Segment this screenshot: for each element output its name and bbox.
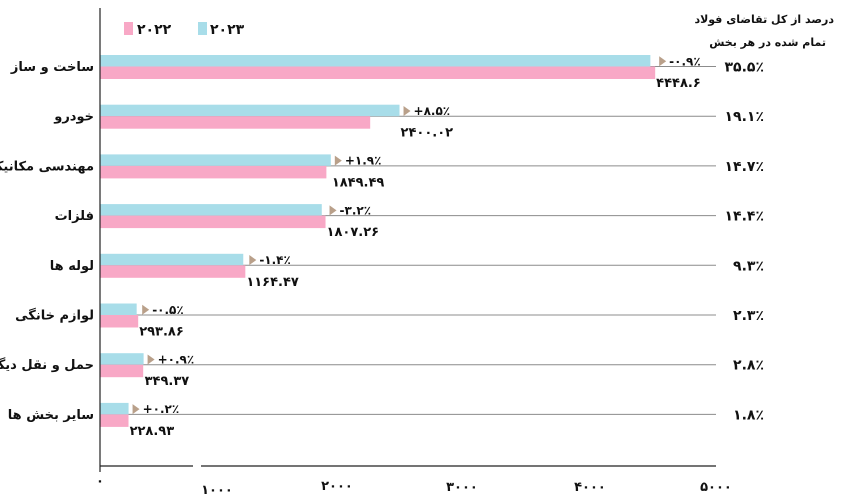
bar-2023 <box>100 402 129 415</box>
category-label: حمل و نقل دیگر <box>0 357 94 373</box>
change-label: +۰.۹٪ <box>158 352 195 366</box>
share-label: ۲.۳٪ <box>733 308 764 324</box>
bar-2023 <box>100 253 244 266</box>
bar-2022 <box>100 364 144 378</box>
category-label: مهندسی مکانیک <box>0 159 94 174</box>
bar-2022 <box>100 66 656 79</box>
bar-2022 <box>100 165 327 179</box>
value-label: ۴۴۴۸.۶ <box>656 76 701 91</box>
share-label: ۱.۸٪ <box>733 407 764 423</box>
category-label: لوازم خانگی <box>15 308 94 324</box>
value-label: ۱۸۴۹.۴۹ <box>332 175 385 190</box>
bar-2023 <box>100 55 651 67</box>
x-tick-label: ۴۰۰۰ <box>574 480 606 495</box>
change-marker-icon <box>132 404 140 415</box>
bar-2022 <box>100 116 371 129</box>
category-label: سایر بخش ها <box>8 408 94 423</box>
share-label: ۱۴.۴٪ <box>725 209 765 225</box>
value-label: ۲۲۸.۹۳ <box>130 424 175 439</box>
share-label: ۱۹.۱٪ <box>725 109 765 125</box>
share-header: درصد از کل تقاضای فولاد تمام شده در هر بخ… <box>694 13 834 49</box>
share-label: ۹.۳٪ <box>733 258 764 274</box>
share-label: ۱۴.۷٪ <box>725 159 765 175</box>
change-label: -۱.۴٪ <box>259 253 291 267</box>
change-label: +۱.۹٪ <box>345 154 382 168</box>
change-marker-icon <box>249 255 257 266</box>
bar-2022 <box>100 215 326 229</box>
x-tick-label: ۱۰۰۰ <box>201 483 233 498</box>
change-marker-icon <box>403 105 411 116</box>
category-label: فلزات <box>55 209 94 224</box>
x-tick-label: ۲۰۰۰ <box>321 479 353 494</box>
x-tick-label: ۵۰۰۰ <box>700 480 732 495</box>
change-label: +۸.۵٪ <box>414 104 451 118</box>
share-header-line-1: درصد از کل تقاضای فولاد <box>694 13 834 26</box>
bar-2023 <box>100 104 400 117</box>
value-label: ۳۴۹.۳۷ <box>145 374 190 389</box>
value-label: ۲۴۰۰.۰۲ <box>401 126 454 141</box>
bars-group <box>100 55 656 427</box>
labels-group: ساخت و ساز -۰.۹٪ ۴۴۴۸.۶ ۳۵.۵٪ خودرو +۸.۵٪ ۲۴۰۰… <box>0 54 764 439</box>
change-marker-icon <box>659 56 667 67</box>
category-label: لوله ها <box>50 259 94 274</box>
x-tick-label: ۳۰۰۰ <box>446 480 478 495</box>
change-marker-icon <box>142 304 150 315</box>
legend: ۲۰۲۲ ۲۰۲۳ <box>124 22 245 38</box>
change-marker-icon <box>329 205 337 216</box>
legend-label-2023: ۲۰۲۳ <box>210 22 245 38</box>
value-label: ۱۸۰۷.۲۶ <box>327 225 380 240</box>
share-label: ۳۵.۵٪ <box>725 60 765 76</box>
legend-label-2022: ۲۰۲۲ <box>137 22 172 38</box>
bar-2022 <box>100 414 129 427</box>
category-label: ساخت و ساز <box>10 60 94 75</box>
change-marker-icon <box>334 155 342 166</box>
value-label: ۲۹۳.۸۶ <box>139 325 184 340</box>
share-header-line-2: تمام شده در هر بخش <box>709 36 826 49</box>
bar-2023 <box>100 353 144 365</box>
category-label: خودرو <box>53 110 94 125</box>
x-axis: ۰ ۱۰۰۰ ۲۰۰۰ ۳۰۰۰ ۴۰۰۰ ۵۰۰۰ <box>96 8 732 498</box>
change-label: +۰.۲٪ <box>143 402 180 416</box>
change-label: -۳.۲٪ <box>340 203 372 217</box>
bar-2023 <box>100 303 137 315</box>
change-label: -۰.۹٪ <box>669 54 701 68</box>
bar-2023 <box>100 154 331 166</box>
bar-2022 <box>100 265 246 278</box>
value-label: ۱۱۶۴.۴۷ <box>246 275 299 290</box>
change-marker-icon <box>147 354 155 365</box>
bar-2023 <box>100 204 322 216</box>
change-label: -۰.۵٪ <box>152 303 184 317</box>
share-label: ۲.۸٪ <box>733 358 764 374</box>
x-tick-label: ۰ <box>96 474 104 489</box>
legend-swatch-2023 <box>198 22 207 35</box>
bar-2022 <box>100 315 139 328</box>
legend-swatch-2022 <box>124 22 133 35</box>
